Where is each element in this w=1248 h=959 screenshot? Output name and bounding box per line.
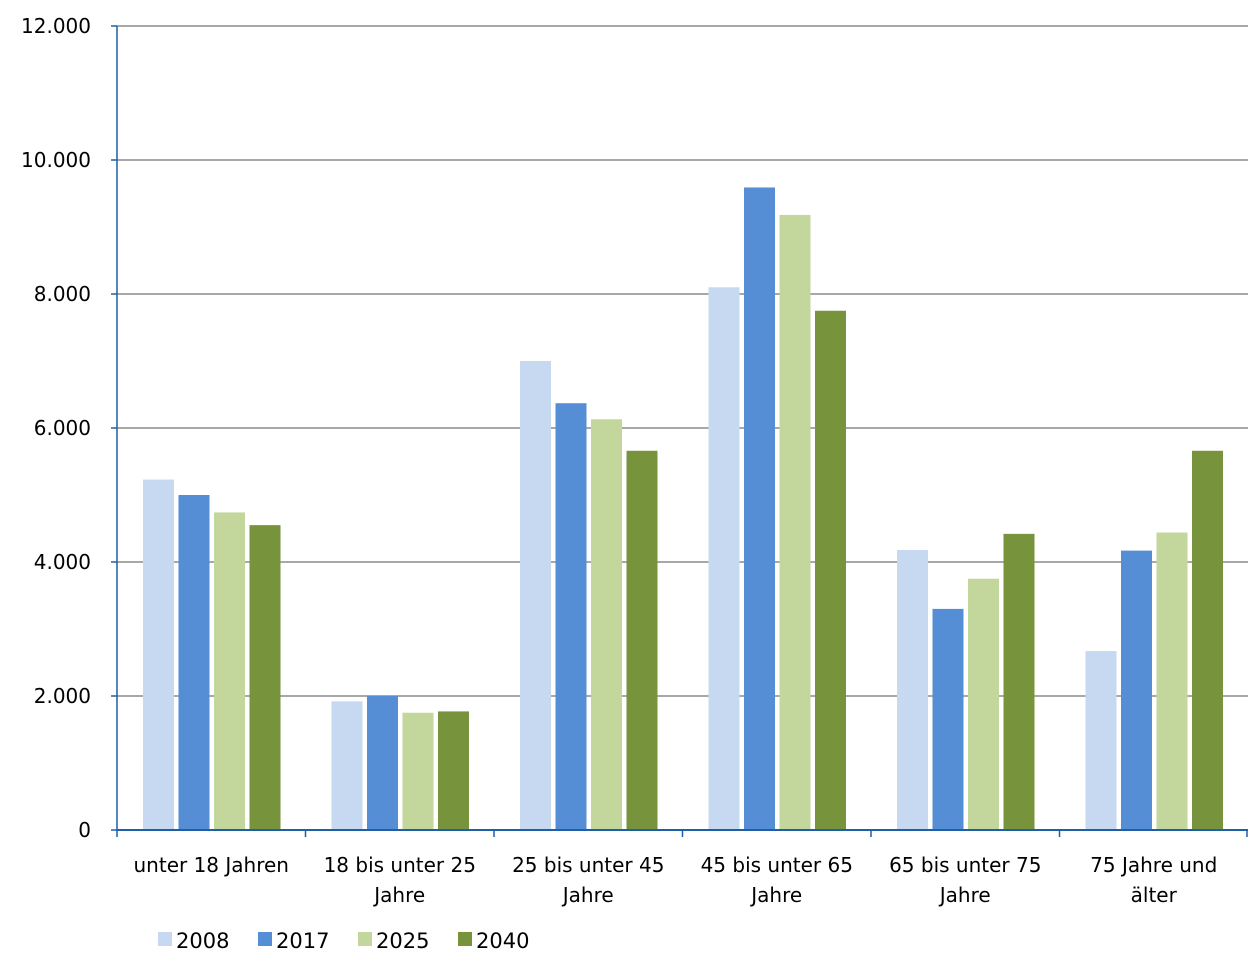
bar-2008 [520,361,551,830]
bar-2008 [708,287,740,830]
x-category-label: 25 bis unter 45 Jahre [512,853,664,907]
bar-2017 [555,403,587,830]
x-category-label: unter 18 Jahren [134,853,289,877]
bar-2040 [249,525,281,830]
x-category-label: 65 bis unter 75 Jahre [889,853,1041,907]
bars [143,187,1223,831]
bar-2017 [178,495,210,830]
legend-swatch-2017 [258,932,272,946]
bar-2017 [1121,550,1152,830]
y-tick-label: 8.000 [34,282,91,306]
bar-2008 [1085,651,1117,830]
legend-label: 2008 [176,929,229,953]
bar-2008 [143,479,174,830]
bar-2040 [1192,450,1223,830]
x-category-label: 18 bis unter 25 Jahre [324,853,476,907]
y-tick-label: 0 [78,818,91,842]
bar-2025 [968,578,999,830]
y-tick-label: 10.000 [21,148,91,172]
legend: 2008 2017 2025 2040 [158,929,529,953]
gridlines [117,25,1248,697]
y-tick-label: 4.000 [34,550,91,574]
y-axis-tick-labels: 0 2.000 4.000 6.000 8.000 10.000 12.000 [21,14,91,842]
y-tick-label: 2.000 [34,684,91,708]
legend-swatch-2008 [158,932,172,946]
bar-2017 [367,696,398,830]
x-category-label: 75 Jahre und älter [1090,853,1217,907]
legend-label: 2025 [376,929,429,953]
axes [111,25,1248,837]
bar-2025 [214,512,245,830]
legend-swatch-2025 [358,932,372,946]
legend-swatch-2040 [458,932,472,946]
bar-2017 [932,608,964,830]
bar-2025 [591,419,622,830]
bar-2025 [402,712,434,830]
bar-2040 [438,711,469,830]
legend-label: 2017 [276,929,329,953]
bar-2017 [744,187,775,831]
x-axis-category-labels: unter 18 Jahren 18 bis unter 25 Jahre 25 bi… [134,853,1218,907]
bar-2025 [779,214,811,830]
legend-label: 2040 [476,929,529,953]
bar-2040 [1003,533,1035,830]
x-category-label: 45 bis unter 65 Jahre [701,853,853,907]
bar-2008 [897,549,928,830]
bar-2008 [331,701,363,830]
bar-2025 [1156,532,1188,830]
bar-2040 [626,450,658,830]
y-tick-label: 6.000 [34,416,91,440]
y-tick-label: 12.000 [21,14,91,38]
bar-2040 [815,310,846,830]
